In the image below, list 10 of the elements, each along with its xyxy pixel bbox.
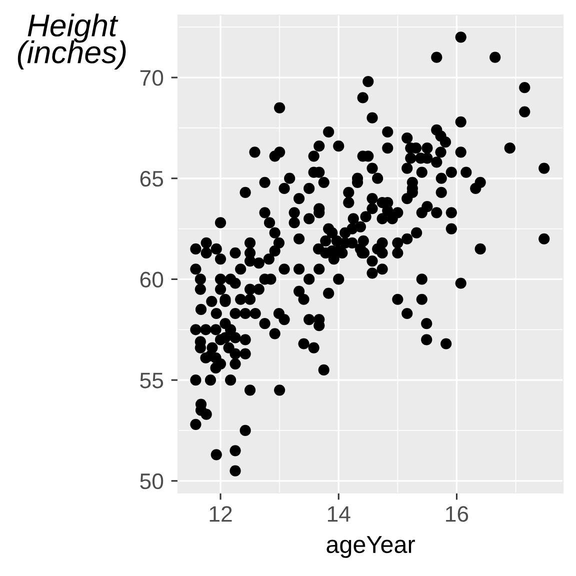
y-tick-label: 70 [140,70,164,86]
x-tick-label: 12 [210,506,232,522]
x-axis-title: ageYear [326,536,415,558]
y-tick-label: 55 [140,372,164,388]
y-tick-label: 60 [140,272,164,288]
y-axis-title: Height (inches) [18,14,126,70]
x-tick-label: 16 [446,506,468,522]
y-tick-label: 50 [140,473,164,490]
y-tick-label: 65 [140,170,164,187]
x-tick-label: 14 [328,506,350,522]
